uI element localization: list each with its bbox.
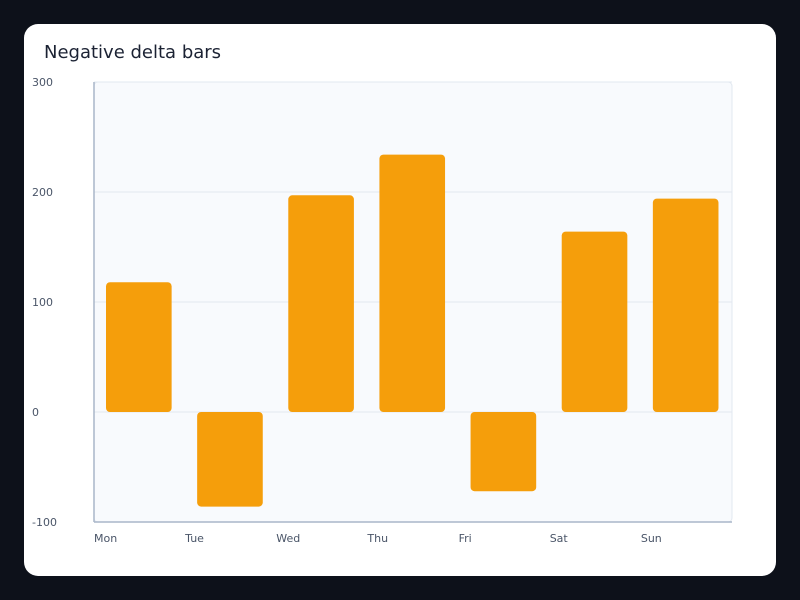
x-tick-label: Mon: [94, 532, 117, 545]
y-tick-label: 0: [32, 406, 39, 419]
chart-card: Negative delta bars -100 0 100 200 300 Mon Tue…: [24, 24, 776, 576]
bar-chart: -100 0 100 200 300 Mon Tue Wed Thu Fri Sat Sun: [32, 76, 733, 545]
bar-sat: [561, 231, 628, 412]
bar-thu: [379, 154, 446, 412]
bar-wed: [288, 195, 354, 412]
bar-mon: [106, 282, 172, 412]
y-tick-label: 100: [32, 296, 53, 309]
chart-title: Negative delta bars: [44, 42, 222, 63]
bar-fri: [470, 412, 537, 492]
x-tick-label: Thu: [366, 532, 388, 545]
x-tick-label: Sat: [550, 532, 569, 545]
x-tick-label: Tue: [184, 532, 204, 545]
y-tick-label: -100: [32, 516, 57, 529]
y-tick-label: 200: [32, 186, 53, 199]
x-tick-label: Sun: [641, 532, 662, 545]
bar-sun: [652, 198, 719, 412]
y-tick-label: 300: [32, 76, 53, 89]
bar-tue: [197, 412, 263, 507]
x-tick-label: Fri: [459, 532, 472, 545]
x-tick-label: Wed: [276, 532, 300, 545]
